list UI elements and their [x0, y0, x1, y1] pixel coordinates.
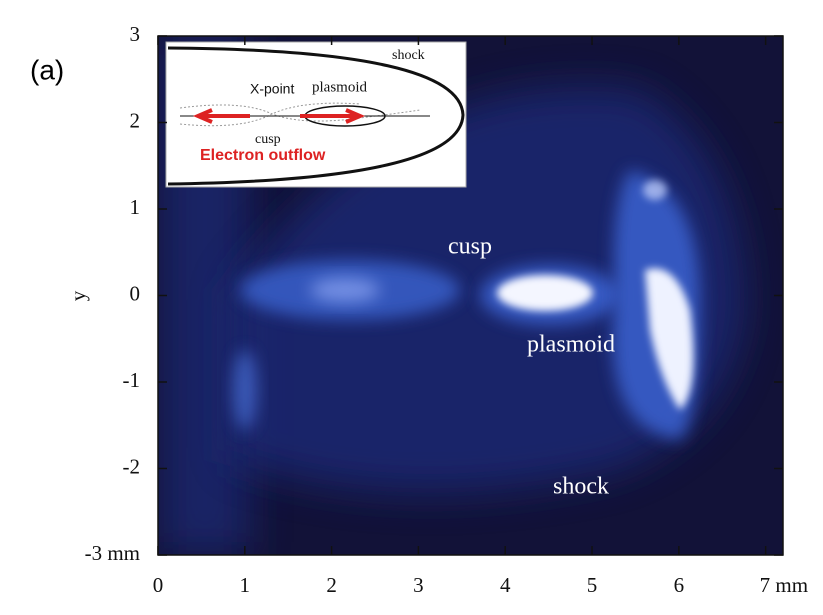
inset-label: plasmoid [312, 79, 367, 95]
y-tick-label: 3 [130, 22, 141, 46]
annotation: shock [553, 474, 609, 500]
inset-label: Electron outflow [200, 147, 326, 164]
y-tick-label: 0 [130, 281, 141, 305]
x-tick-label: 6 [674, 573, 685, 597]
x-tick-label: 5 [587, 573, 598, 597]
x-tick-label: 7 mm [760, 573, 808, 597]
y-axis-label: y [66, 290, 90, 301]
inset-label: cusp [255, 132, 281, 147]
annotation: cusp [448, 234, 492, 260]
annotation: plasmoid [527, 332, 615, 358]
y-tick-label: -1 [123, 368, 141, 392]
inset-label: shock [392, 48, 425, 63]
y-tick-label: -2 [123, 454, 141, 478]
inset: shock X-point plasmoid cusp Electron out… [165, 41, 467, 188]
x-tick-label: 3 [413, 573, 424, 597]
x-tick-label: 0 [153, 573, 164, 597]
y-tick-label: -3 mm [85, 541, 140, 565]
x-tick-label: 4 [500, 573, 511, 597]
x-tick-label: 2 [326, 573, 337, 597]
y-tick-label: 2 [130, 108, 141, 132]
inset-label: X-point [250, 81, 294, 97]
y-tick-label: 1 [130, 195, 141, 219]
panel-label: (a) [30, 54, 64, 85]
x-tick-label: 1 [240, 573, 251, 597]
